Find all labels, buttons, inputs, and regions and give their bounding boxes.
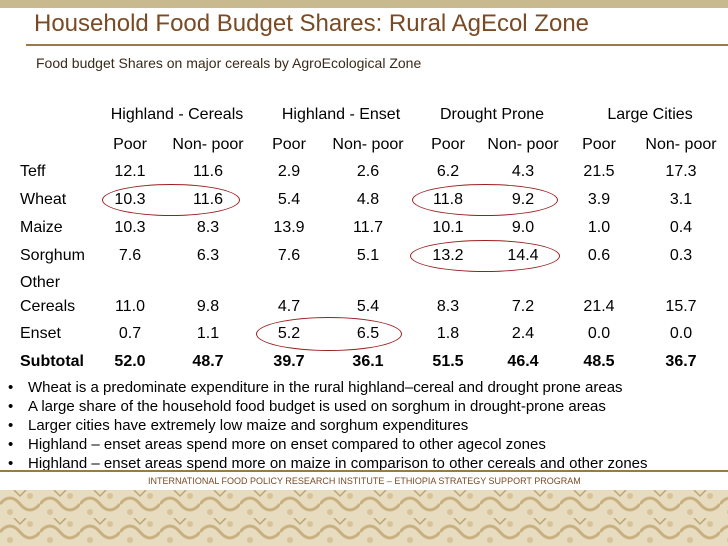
top-decorative-bar [0, 0, 728, 8]
table-cell: 52.0 [114, 353, 146, 370]
row-label-sorghum: Sorghum [20, 247, 85, 264]
subheader-poor: Poor [431, 136, 465, 153]
table-cell: 5.4 [356, 298, 380, 315]
subheader-poor: Poor [582, 136, 616, 153]
table-cell: 39.7 [273, 353, 305, 370]
row-label-teff: Teff [20, 163, 46, 180]
table-cell: 36.7 [665, 353, 697, 370]
table-cell: 1.8 [436, 325, 460, 342]
table-cell: 0.4 [669, 219, 693, 236]
row-label-subtotal: Subtotal [20, 353, 84, 370]
footer-divider [0, 470, 728, 472]
table-cell: 5.1 [356, 247, 380, 264]
page-title: Household Food Budget Shares: Rural AgEc… [34, 10, 590, 37]
table-cell: 0.0 [587, 325, 611, 342]
table-cell: 1.1 [196, 325, 220, 342]
list-item: • Larger cities have extremely low maize… [6, 416, 726, 435]
table-cell: 2.9 [277, 163, 301, 180]
table-cell: 10.3 [114, 219, 146, 236]
table-cell: 6.2 [436, 163, 460, 180]
bullet-icon: • [8, 436, 14, 453]
decorative-pattern [0, 490, 728, 546]
subheader-non-poor: Non- poor [172, 136, 244, 153]
table-cell: 17.3 [665, 163, 697, 180]
page-subtitle: Food budget Shares on major cereals by A… [36, 55, 422, 71]
bullet-text: Wheat is a predominate expenditure in th… [28, 379, 623, 396]
table-cell: 11.6 [193, 163, 223, 180]
highlight-circle-sorghum-drought-prone [410, 240, 560, 272]
table-cell: 7.6 [277, 247, 301, 264]
subheader-non-poor: Non- poor [487, 136, 559, 153]
table-cell: 0.7 [118, 325, 142, 342]
bullet-icon: • [8, 379, 14, 396]
table-cell: 4.8 [356, 191, 380, 208]
table-cell: 9.0 [511, 219, 535, 236]
table-cell: 8.3 [436, 298, 460, 315]
subheader-non-poor: Non- poor [332, 136, 404, 153]
table-cell: 48.5 [583, 353, 615, 370]
table-cell: 7.6 [118, 247, 142, 264]
bullet-text: Larger cities have extremely low maize a… [28, 417, 469, 434]
row-label-maize: Maize [20, 219, 63, 236]
table-cell: 12.1 [114, 163, 146, 180]
table-cell: 46.4 [507, 353, 539, 370]
row-label-wheat: Wheat [20, 191, 67, 208]
row-label-cereals: Cereals [20, 298, 76, 315]
zone-header-drought-prone: Drought Prone [439, 106, 545, 123]
subheader-poor: Poor [113, 136, 147, 153]
highlight-circle-wheat-highland-cereals [102, 184, 240, 216]
table-cell: 4.3 [511, 163, 535, 180]
zone-header-highland-cereals: Highland - Cereals [110, 106, 244, 123]
footer-text: INTERNATIONAL FOOD POLICY RESEARCH INSTI… [148, 476, 581, 486]
table-cell: 0.6 [587, 247, 611, 264]
highlight-circle-wheat-drought-prone [412, 184, 558, 216]
list-item: • A large share of the household food bu… [6, 397, 726, 416]
table-cell: 48.7 [192, 353, 224, 370]
table-cell: 1.0 [587, 219, 611, 236]
table-cell: 6.3 [196, 247, 220, 264]
table-cell: 9.8 [196, 298, 220, 315]
bullet-text: Highland – enset areas spend more on ens… [28, 436, 546, 453]
bullet-list: • Wheat is a predominate expenditure in … [6, 378, 726, 473]
bullet-text: A large share of the household food budg… [28, 398, 606, 415]
table-cell: 2.6 [356, 163, 380, 180]
subheader-non-poor: Non- poor [645, 136, 717, 153]
bullet-icon: • [8, 398, 14, 415]
table-cell: 5.4 [277, 191, 301, 208]
bullet-icon: • [8, 417, 14, 434]
subheader-poor: Poor [272, 136, 306, 153]
table-cell: 21.4 [583, 298, 615, 315]
bullet-icon: • [8, 455, 14, 472]
table-cell: 21.5 [583, 163, 615, 180]
highlight-circle-enset-highland-enset [256, 317, 402, 351]
table-cell: 0.0 [669, 325, 693, 342]
table-cell: 3.1 [669, 191, 693, 208]
table-cell: 51.5 [432, 353, 464, 370]
table-cell: 11.0 [115, 298, 145, 315]
table-cell: 3.9 [587, 191, 611, 208]
table-cell: 10.1 [432, 219, 464, 236]
row-label-other: Other [20, 274, 61, 291]
zone-header-large-cities: Large Cities [607, 106, 693, 123]
zone-header-highland-enset: Highland - Enset [281, 106, 401, 123]
list-item: • Highland – enset areas spend more on e… [6, 435, 726, 454]
table-cell: 7.2 [511, 298, 535, 315]
table-cell: 36.1 [352, 353, 384, 370]
table-cell: 15.7 [665, 298, 697, 315]
title-divider [26, 44, 728, 46]
list-item: • Highland – enset areas spend more on m… [6, 454, 726, 473]
bullet-text: Highland – enset areas spend more on mai… [28, 455, 648, 472]
table-cell: 13.9 [273, 219, 305, 236]
table-cell: 2.4 [511, 325, 535, 342]
table-cell: 8.3 [196, 219, 220, 236]
list-item: • Wheat is a predominate expenditure in … [6, 378, 726, 397]
table-cell: 11.7 [353, 219, 383, 236]
row-label-enset: Enset [20, 325, 61, 342]
table-cell: 4.7 [277, 298, 301, 315]
table-cell: 0.3 [669, 247, 693, 264]
